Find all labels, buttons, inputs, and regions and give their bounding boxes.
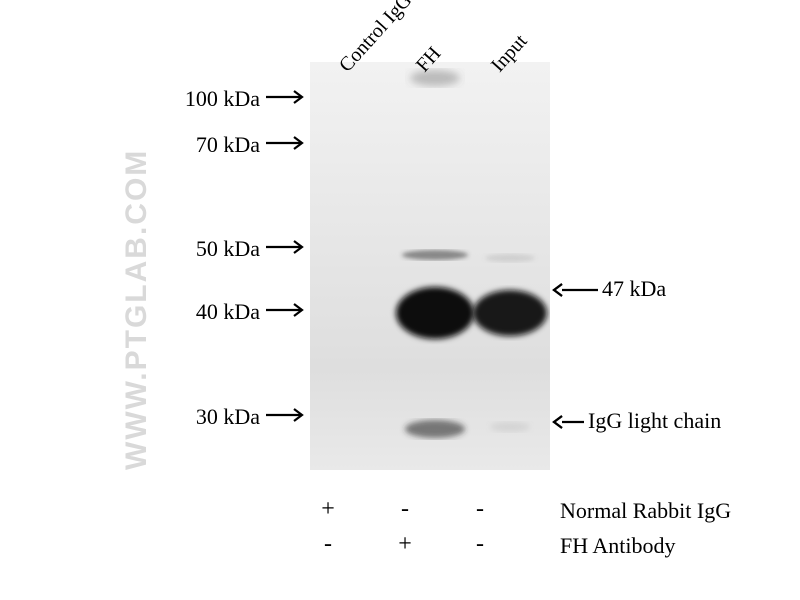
- treatment-cell: -: [450, 496, 510, 523]
- right-annotation-label: IgG light chain: [588, 408, 721, 434]
- band: [490, 422, 530, 432]
- band: [485, 254, 535, 262]
- mw-label: 30 kDa: [196, 404, 260, 430]
- arrow-right-icon: [266, 134, 310, 157]
- mw-label: 70 kDa: [196, 132, 260, 158]
- treatment-cell: -: [375, 496, 435, 523]
- mw-label: 50 kDa: [196, 236, 260, 262]
- treatment-row-label: FH Antibody: [560, 533, 676, 559]
- treatment-cell: +: [298, 496, 358, 523]
- mw-marker: 50 kDa: [0, 236, 310, 262]
- mw-marker: 70 kDa: [0, 132, 310, 158]
- arrow-right-icon: [266, 238, 310, 261]
- arrow-right-icon: [266, 88, 310, 111]
- right-annotation-label: 47 kDa: [602, 276, 666, 302]
- arrow-right-icon: [266, 406, 310, 429]
- mw-label: 100 kDa: [185, 86, 260, 112]
- mw-marker: 30 kDa: [0, 404, 310, 430]
- mw-marker: 100 kDa: [0, 86, 310, 112]
- band: [405, 420, 465, 438]
- treatment-cell: +: [375, 531, 435, 558]
- treatment-cell: -: [450, 531, 510, 558]
- treatment-cell: -: [298, 531, 358, 558]
- arrow-right-icon: [266, 301, 310, 324]
- band: [473, 290, 547, 336]
- band: [410, 70, 460, 86]
- band: [396, 287, 474, 339]
- arrow-left-icon: [554, 413, 584, 436]
- band: [402, 250, 468, 260]
- figure-root: WWW.PTGLAB.COM Control IgGFHInput 100 kD…: [0, 0, 800, 600]
- mw-label: 40 kDa: [196, 299, 260, 325]
- blot-membrane: [310, 62, 550, 470]
- blot-svg: [310, 62, 550, 470]
- treatment-row-label: Normal Rabbit IgG: [560, 498, 731, 524]
- mw-marker: 40 kDa: [0, 299, 310, 325]
- arrow-left-icon: [554, 281, 598, 304]
